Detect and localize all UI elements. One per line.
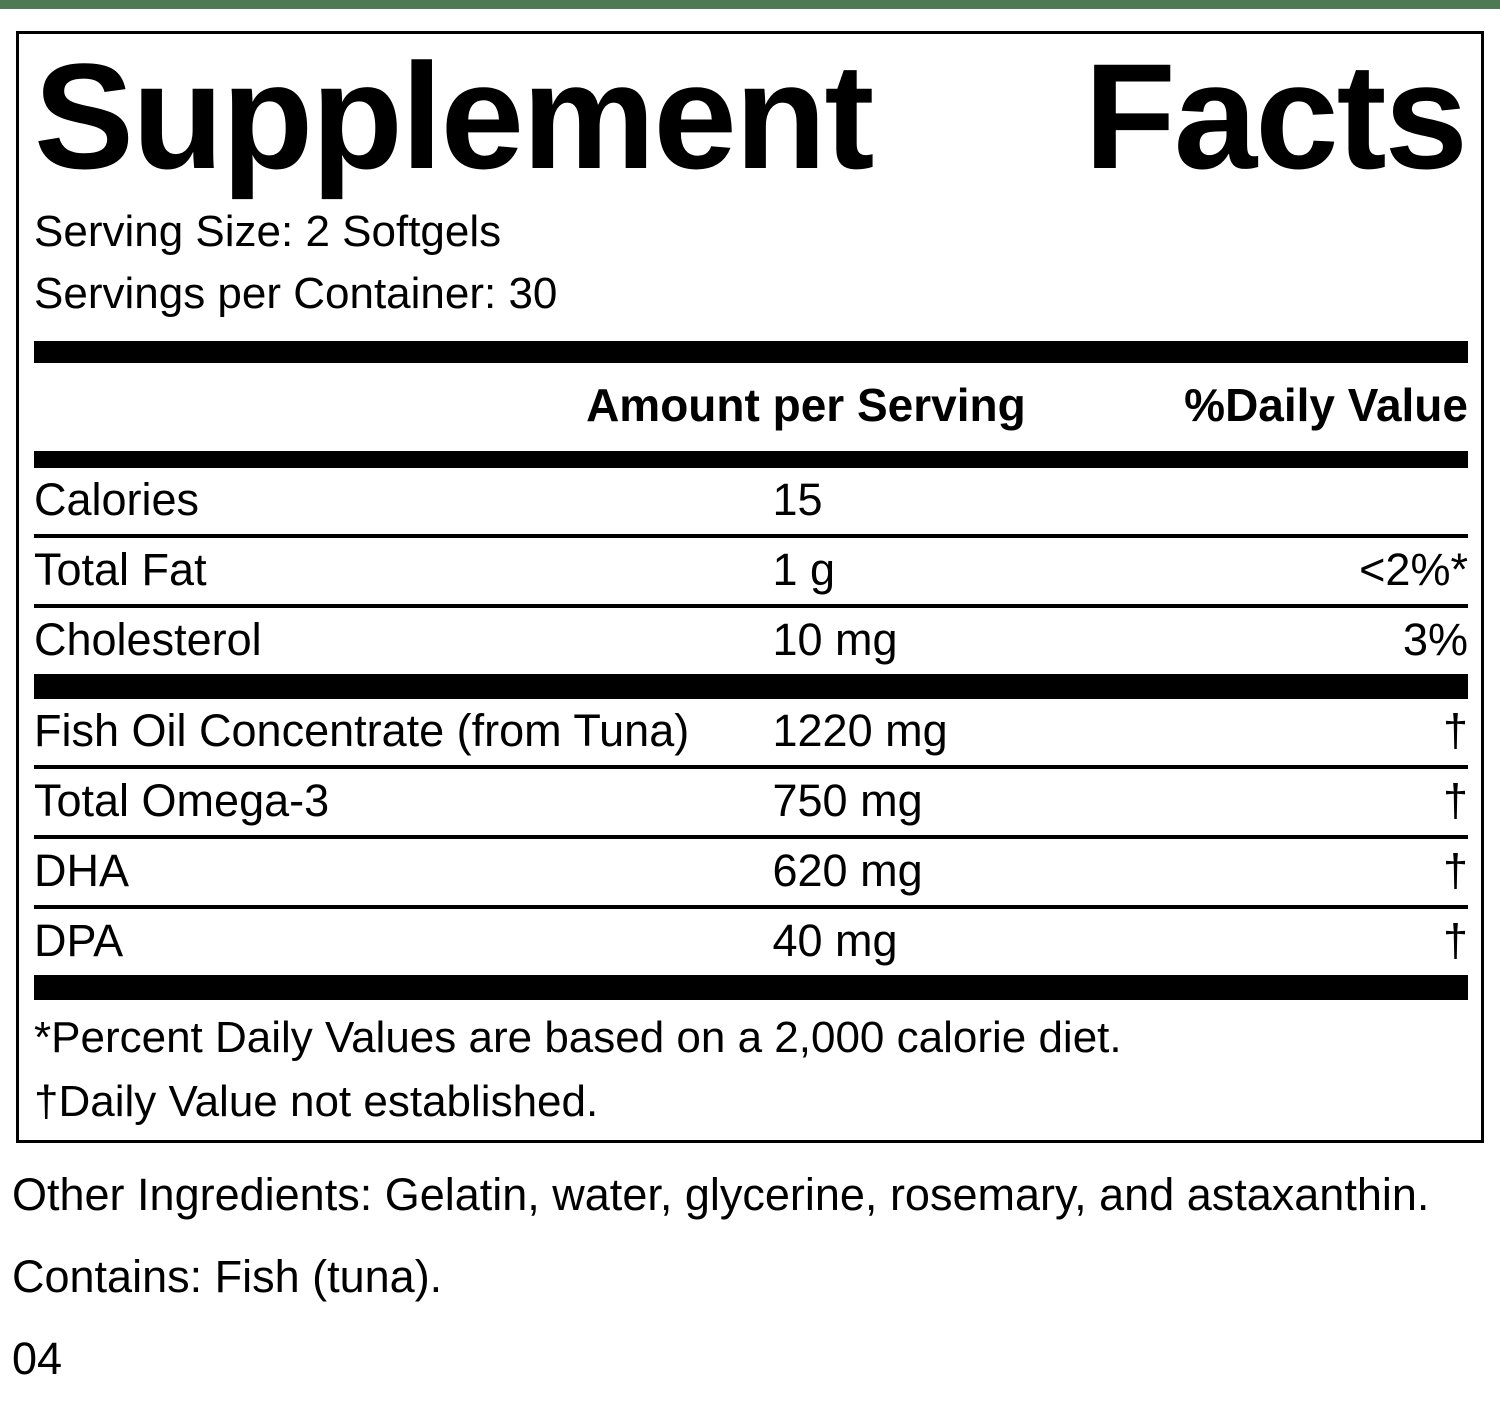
contains-statement: Contains: Fish (tuna). (12, 1251, 443, 1302)
ingredient-daily-value: † (1442, 845, 1468, 896)
divider-thick-bar-middle (34, 674, 1468, 699)
column-header-amount: Amount per Serving (586, 379, 1026, 431)
table-row-fish-oil-concentrate: Fish Oil Concentrate (from Tuna) 1220 mg… (34, 699, 1468, 765)
table-row-dha: DHA 620 mg † (34, 835, 1468, 905)
ingredient-amount: 620 mg (772, 845, 923, 896)
table-row-calories: Calories 15 (34, 468, 1468, 534)
ingredient-amount: 1220 mg (772, 705, 948, 756)
ingredient-rows-section: Fish Oil Concentrate (from Tuna) 1220 mg… (34, 699, 1468, 975)
nutrient-daily-value: 3% (1402, 614, 1468, 665)
title-word-supplement: Supplement (34, 32, 874, 200)
nutrient-name: Total Fat (34, 544, 207, 595)
below-panel-section: Other Ingredients: Gelatin, water, glyce… (12, 1169, 1484, 1385)
top-accent-bar (0, 0, 1500, 9)
footnote-percent-daily-values: *Percent Daily Values are based on a 2,0… (34, 1013, 1122, 1062)
serving-size-text: Serving Size: 2 Softgels (34, 207, 502, 256)
panel-title: Supplement Facts (34, 32, 1468, 200)
divider-thick-bar-top (34, 341, 1468, 363)
ingredient-name: DPA (34, 915, 124, 966)
ingredient-daily-value: † (1442, 705, 1468, 756)
ingredient-daily-value: † (1442, 915, 1468, 966)
nutrient-amount: 1 g (772, 544, 836, 595)
divider-thick-bar-bottom (34, 975, 1468, 1000)
column-header-daily-value: %Daily Value (1184, 379, 1468, 431)
footnotes-section: *Percent Daily Values are based on a 2,0… (34, 1000, 1468, 1134)
table-row-total-omega-3: Total Omega-3 750 mg † (34, 765, 1468, 835)
nutrient-daily-value: <2%* (1359, 544, 1468, 595)
nutrient-name: Calories (34, 474, 200, 525)
supplement-facts-panel: Supplement Facts Serving Size: 2 Softgel… (16, 31, 1484, 1143)
table-row-dpa: DPA 40 mg † (34, 905, 1468, 975)
ingredient-name: Total Omega-3 (34, 775, 330, 826)
nutrient-name: Cholesterol (34, 614, 262, 665)
table-row-cholesterol: Cholesterol 10 mg 3% (34, 604, 1468, 674)
item-code: 04 (12, 1333, 63, 1384)
nutrient-amount: 10 mg (772, 614, 898, 665)
ingredient-name: DHA (34, 845, 130, 896)
column-header-row: Amount per Serving %Daily Value (34, 363, 1468, 451)
ingredient-amount: 750 mg (772, 775, 923, 826)
ingredient-name: Fish Oil Concentrate (from Tuna) (34, 705, 690, 756)
footnote-daily-value-not-established: †Daily Value not established. (34, 1077, 599, 1126)
table-row-total-fat: Total Fat 1 g <2%* (34, 534, 1468, 604)
title-word-facts: Facts (1084, 32, 1468, 200)
other-ingredients-text: Other Ingredients: Gelatin, water, glyce… (12, 1169, 1430, 1220)
nutrient-amount: 15 (772, 474, 823, 525)
divider-thick-bar-header (34, 451, 1468, 468)
nutrition-rows-section: Calories 15 Total Fat 1 g <2%* Cholester… (34, 468, 1468, 674)
ingredient-daily-value: † (1442, 775, 1468, 826)
servings-per-container-text: Servings per Container: 30 (34, 269, 558, 318)
ingredient-amount: 40 mg (772, 915, 898, 966)
